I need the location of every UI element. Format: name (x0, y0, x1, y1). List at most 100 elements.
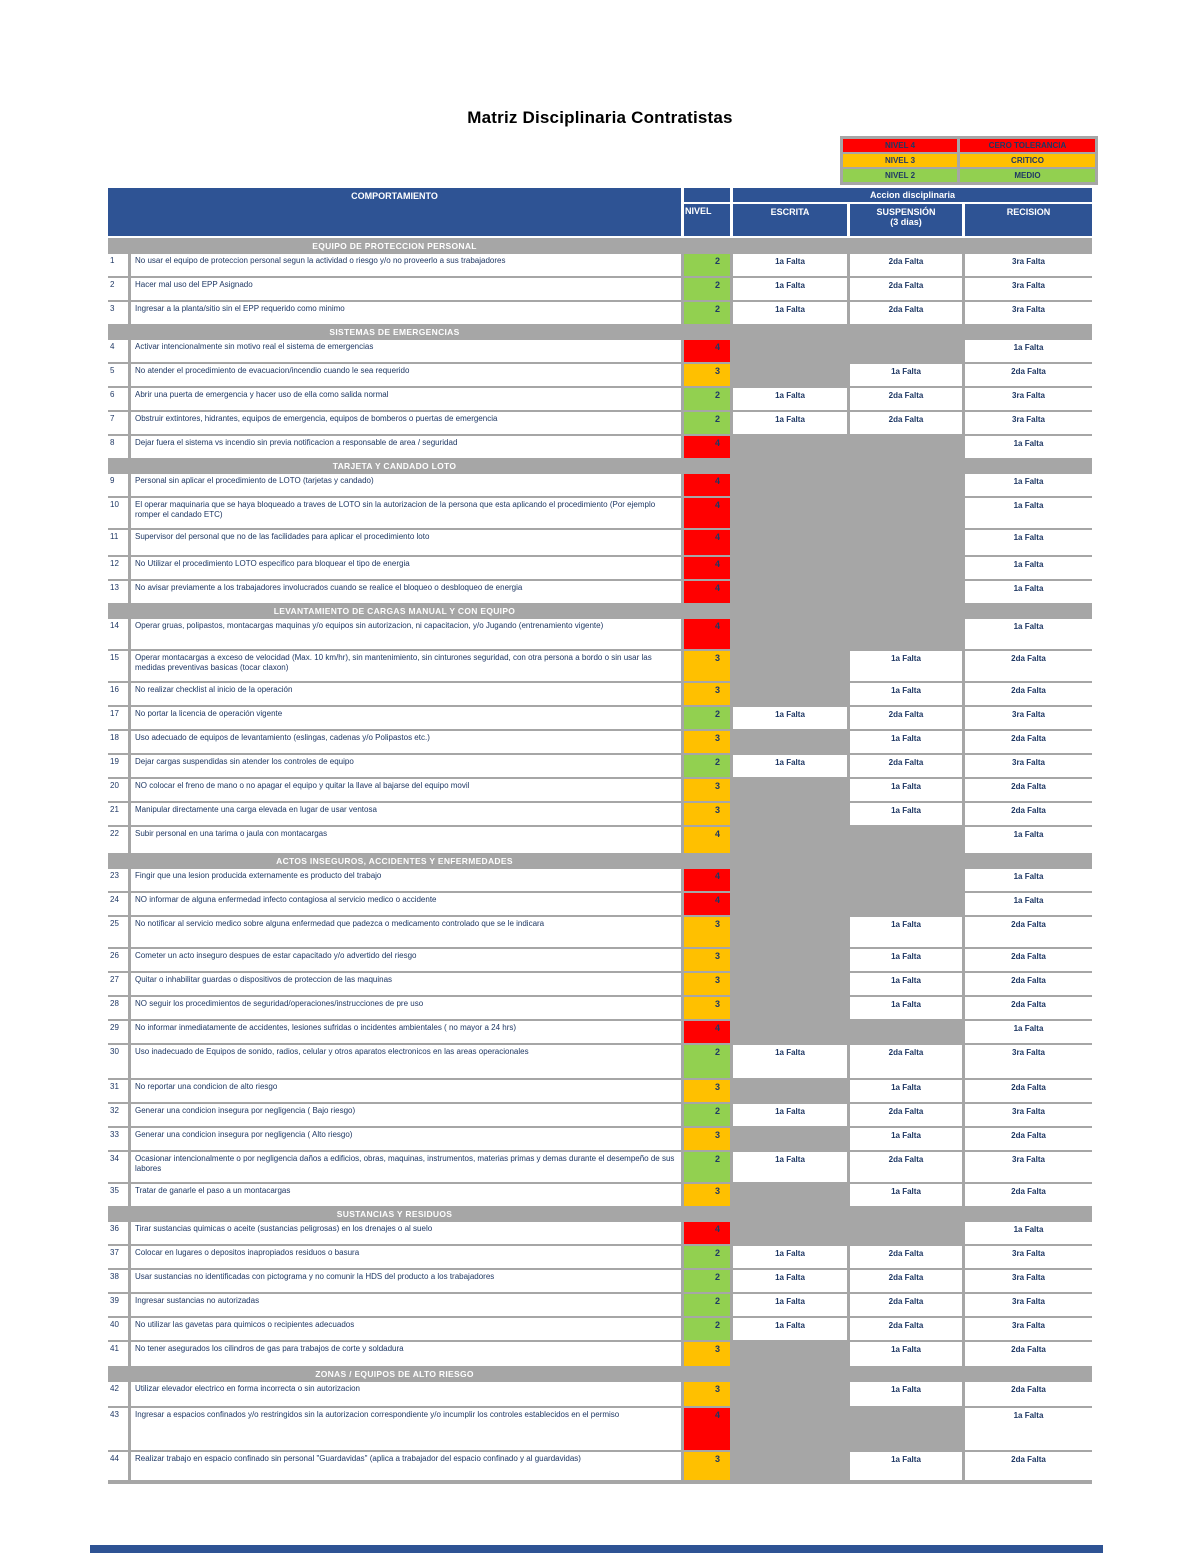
row-number: 9 (108, 474, 128, 496)
row-escrita-cell (733, 893, 847, 915)
row-recision-cell: 2da Falta (965, 779, 1092, 801)
row-suspension-cell: 1a Falta (850, 651, 962, 681)
row-nivel-badge: 3 (684, 1080, 730, 1102)
header-recision: RECISION (965, 204, 1092, 236)
row-suspension-cell: 1a Falta (850, 731, 962, 753)
row-escrita-cell (733, 1222, 847, 1244)
row-suspension-cell: 1a Falta (850, 1080, 962, 1102)
row-recision-cell: 2da Falta (965, 1382, 1092, 1406)
table-row: 42 Utilizar elevador electrico en forma i… (108, 1382, 1092, 1406)
row-behavior-text: NO seguir los procedimientos de segurida… (131, 997, 681, 1019)
row-suspension-cell: 1a Falta (850, 683, 962, 705)
section-title: EQUIPO DE PROTECCION PERSONAL (312, 241, 477, 251)
row-recision-cell: 3ra Falta (965, 755, 1092, 777)
row-recision-cell: 1a Falta (965, 340, 1092, 362)
row-behavior-text: Fingir que una lesion producida externam… (131, 869, 681, 891)
row-escrita-cell (733, 340, 847, 362)
row-nivel-badge: 4 (684, 1222, 730, 1244)
table-row: 14 Operar gruas, polipastos, montacargas … (108, 619, 1092, 649)
row-recision-cell: 2da Falta (965, 731, 1092, 753)
row-escrita-cell: 1a Falta (733, 1294, 847, 1316)
header-suspension-line2: (3 dias) (890, 217, 922, 227)
table-row: 24 NO informar de alguna enfermedad infec… (108, 893, 1092, 915)
row-escrita-cell (733, 997, 847, 1019)
row-escrita-cell: 1a Falta (733, 755, 847, 777)
row-suspension-cell: 1a Falta (850, 1184, 962, 1206)
section-header: EQUIPO DE PROTECCION PERSONAL (108, 240, 1092, 252)
row-suspension-cell: 1a Falta (850, 1452, 962, 1480)
legend-level: NIVEL 2 (843, 169, 957, 182)
legend-row: NIVEL 3 CRITICO (843, 154, 1095, 167)
row-nivel-badge: 2 (684, 412, 730, 434)
row-number: 30 (108, 1045, 128, 1078)
row-behavior-text: Tirar sustancias quimicas o aceite (sust… (131, 1222, 681, 1244)
row-recision-cell: 3ra Falta (965, 1045, 1092, 1078)
row-suspension-cell: 2da Falta (850, 1318, 962, 1340)
row-escrita-cell (733, 731, 847, 753)
row-behavior-text: Dejar cargas suspendidas sin atender los… (131, 755, 681, 777)
table-row: 39 Ingresar sustancias no autorizadas 2 1a … (108, 1294, 1092, 1316)
row-recision-cell: 2da Falta (965, 364, 1092, 386)
row-behavior-text: Ingresar a la planta/sitio sin el EPP re… (131, 302, 681, 324)
row-escrita-cell: 1a Falta (733, 1270, 847, 1292)
row-number: 43 (108, 1408, 128, 1450)
row-recision-cell: 1a Falta (965, 1222, 1092, 1244)
row-behavior-text: Manipular directamente una carga elevada… (131, 803, 681, 825)
row-nivel-badge: 3 (684, 803, 730, 825)
legend-row: NIVEL 4 CERO TOLERANCIA (843, 139, 1095, 152)
row-suspension-cell (850, 557, 962, 579)
row-number: 11 (108, 530, 128, 555)
row-nivel-badge: 3 (684, 1128, 730, 1150)
table-row: 35 Tratar de ganarle el paso a un montaca… (108, 1184, 1092, 1206)
row-recision-cell: 2da Falta (965, 917, 1092, 947)
row-behavior-text: NO colocar el freno de mano o no apagar … (131, 779, 681, 801)
row-number: 34 (108, 1152, 128, 1182)
row-recision-cell: 3ra Falta (965, 388, 1092, 410)
row-nivel-badge: 3 (684, 731, 730, 753)
row-number: 14 (108, 619, 128, 649)
row-behavior-text: Generar una condicion insegura por negli… (131, 1104, 681, 1126)
table-row: 27 Quitar o inhabilitar guardas o disposi… (108, 973, 1092, 995)
header-suspension-line1: SUSPENSIÓN (876, 207, 936, 217)
row-escrita-cell: 1a Falta (733, 302, 847, 324)
row-nivel-badge: 3 (684, 949, 730, 971)
row-suspension-cell: 1a Falta (850, 364, 962, 386)
row-escrita-cell: 1a Falta (733, 1246, 847, 1268)
row-escrita-cell (733, 803, 847, 825)
row-suspension-cell: 1a Falta (850, 1382, 962, 1406)
row-nivel-badge: 4 (684, 619, 730, 649)
row-behavior-text: Activar intencionalmente sin motivo real… (131, 340, 681, 362)
row-nivel-badge: 2 (684, 278, 730, 300)
table-row: 23 Fingir que una lesion producida extern… (108, 869, 1092, 891)
table-body: EQUIPO DE PROTECCION PERSONAL 1 No usar el… (108, 238, 1092, 1484)
row-behavior-text: Colocar en lugares o depositos inapropia… (131, 1246, 681, 1268)
row-recision-cell: 3ra Falta (965, 1270, 1092, 1292)
row-number: 24 (108, 893, 128, 915)
row-recision-cell: 1a Falta (965, 619, 1092, 649)
row-recision-cell: 1a Falta (965, 827, 1092, 853)
row-escrita-cell: 1a Falta (733, 1318, 847, 1340)
row-behavior-text: Obstruir extintores, hidrantes, equipos … (131, 412, 681, 434)
row-recision-cell: 1a Falta (965, 1408, 1092, 1450)
row-number: 2 (108, 278, 128, 300)
row-number: 4 (108, 340, 128, 362)
row-number: 33 (108, 1128, 128, 1150)
row-escrita-cell (733, 973, 847, 995)
row-recision-cell: 1a Falta (965, 498, 1092, 528)
row-recision-cell: 3ra Falta (965, 1104, 1092, 1126)
row-recision-cell: 2da Falta (965, 803, 1092, 825)
row-escrita-cell (733, 1382, 847, 1406)
row-escrita-cell (733, 1021, 847, 1043)
disciplinary-matrix-table: COMPORTAMIENTO Accion disciplinaria NIVE… (108, 188, 1092, 1484)
row-number: 21 (108, 803, 128, 825)
row-suspension-cell: 2da Falta (850, 412, 962, 434)
row-nivel-badge: 2 (684, 1104, 730, 1126)
table-row: 28 NO seguir los procedimientos de seguri… (108, 997, 1092, 1019)
row-nivel-badge: 2 (684, 707, 730, 729)
section-title: TARJETA Y CANDADO LOTO (332, 461, 457, 471)
table-row: 30 Uso inadecuado de Equipos de sonido, r… (108, 1045, 1092, 1078)
row-number: 41 (108, 1342, 128, 1366)
row-behavior-text: Generar una condicion insegura por negli… (131, 1128, 681, 1150)
row-number: 8 (108, 436, 128, 458)
table-row: 29 No informar inmediatamente de accident… (108, 1021, 1092, 1043)
